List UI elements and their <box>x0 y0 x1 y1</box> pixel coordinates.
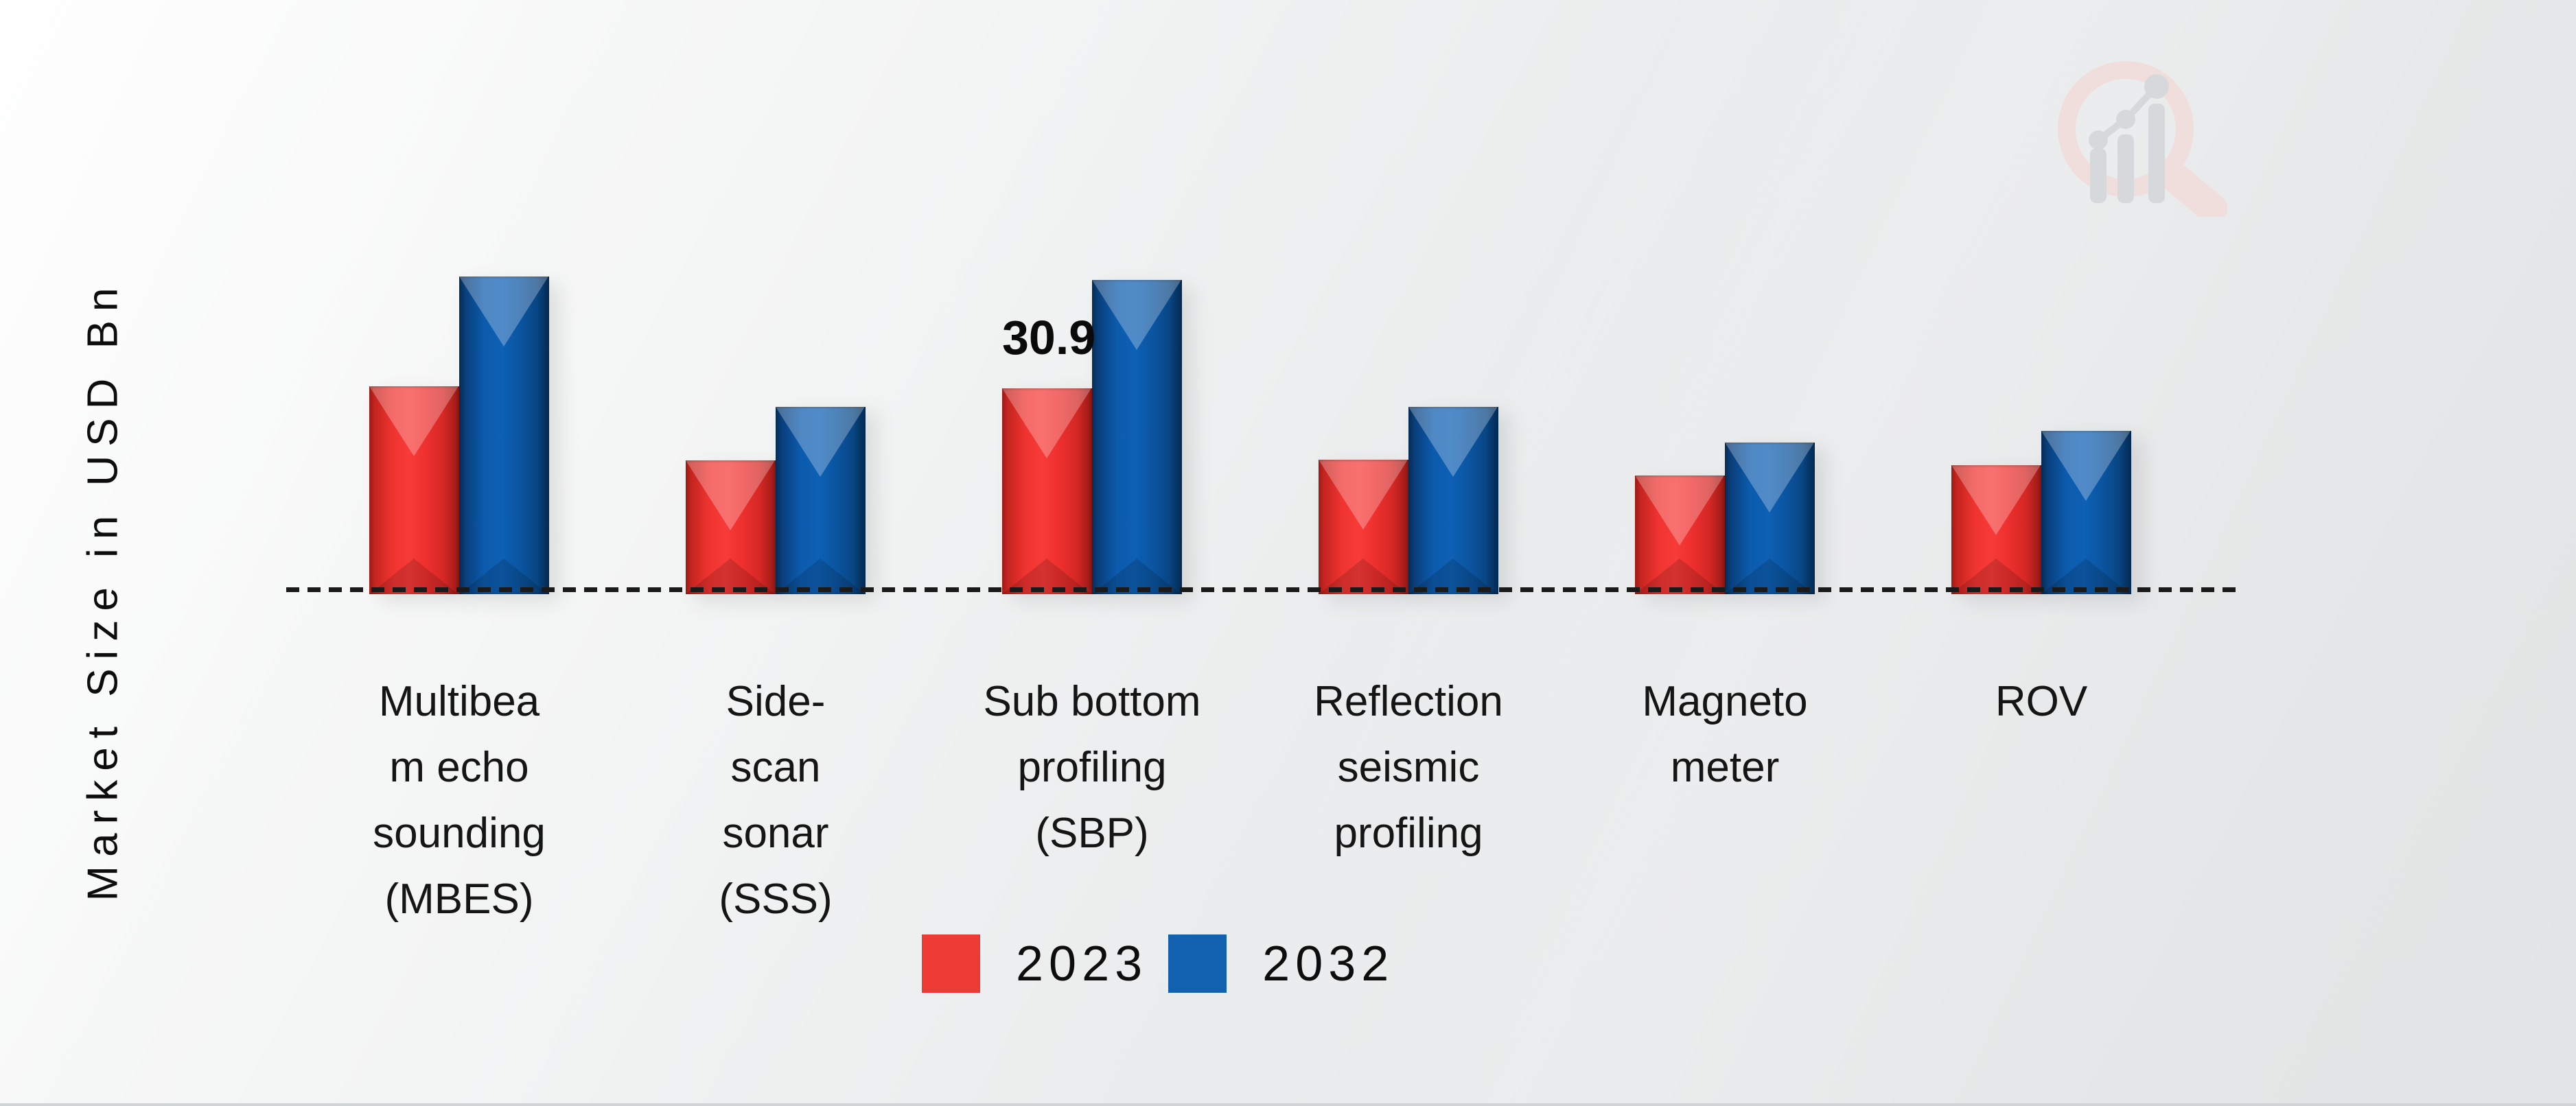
bar-2032-category-1 <box>459 276 549 594</box>
growth-dot-icon <box>2144 74 2169 99</box>
category-label-6: ROV <box>1995 678 2088 725</box>
bar-2032-category-2 <box>776 407 866 594</box>
bar-2023-category-1 <box>369 386 459 594</box>
category-label-3: Sub bottom profiling (SBP) <box>983 678 1201 858</box>
category-label-5: Magneto meter <box>1642 678 1808 792</box>
growth-bar-icon <box>2148 104 2165 203</box>
bar-2032-category-5 <box>1725 443 1815 594</box>
bar-value-label: 30.9 <box>1002 311 1096 364</box>
legend-item-2032: 2032 <box>1168 934 1394 993</box>
bar-2023-category-5 <box>1635 475 1725 594</box>
legend: 2023 2032 <box>922 934 1394 993</box>
bar-2032-category-3 <box>1092 280 1182 594</box>
growth-dot-icon <box>2089 130 2108 150</box>
legend-swatch-2023 <box>922 934 980 993</box>
growth-dot-icon <box>2116 110 2135 129</box>
category-label-1: Multibea m echo sounding (MBES) <box>373 678 546 923</box>
brand-watermark-logo <box>2058 61 2227 217</box>
bar-2023-category-3 <box>1002 388 1092 594</box>
magnifier-handle-icon <box>2155 158 2227 217</box>
x-axis-baseline <box>286 587 2241 592</box>
bar-2023-category-6 <box>1951 465 2041 594</box>
bar-2032-category-4 <box>1408 407 1498 594</box>
growth-bar-icon <box>2117 134 2134 203</box>
legend-label-2032: 2032 <box>1262 936 1395 991</box>
category-label-2: Side- scan sonar (SSS) <box>719 678 833 923</box>
bar-2023-category-2 <box>686 460 776 594</box>
legend-swatch-2032 <box>1168 934 1227 993</box>
bar-2023-category-4 <box>1319 460 1408 594</box>
y-axis-title: Market Size in USD Bn <box>79 279 127 902</box>
legend-label-2023: 2023 <box>1016 936 1148 991</box>
growth-bar-icon <box>2090 148 2107 203</box>
legend-item-2023: 2023 <box>922 934 1148 993</box>
bar-2032-category-6 <box>2041 431 2131 594</box>
category-label-4: Reflection seismic profiling <box>1314 678 1503 858</box>
